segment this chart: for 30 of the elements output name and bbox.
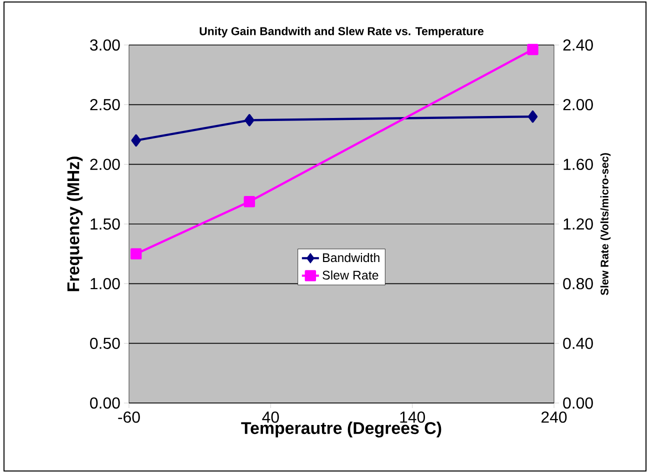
point [130,248,142,260]
x-tick-label: 240 [542,412,567,423]
point [244,114,254,126]
x-tick-label: 140 [400,412,425,423]
y2-tick-label: 0.40 [563,338,593,349]
x-tick-label: 40 [262,412,279,423]
point [528,110,538,123]
y2-tick-label: 0.80 [563,278,593,290]
y2-tick-label: 2.40 [563,39,593,51]
y-axis-title: Frequency (MHz) [66,156,83,292]
x-tick-label: -60 [118,412,140,423]
legend-label: Slew Rate [322,270,378,280]
y-tick-label: 1.50 [90,218,120,230]
y-tick-label: 2.00 [90,158,120,170]
chart-title: Unity Gain Bandwith and Slew Rate vs. Temperature [200,26,484,38]
legend-label: Bandwidth [323,252,380,262]
y2-axis-title: Slew Rate (Volts/micro-sec) [600,153,611,296]
y2-tick-label: 1.20 [564,218,593,230]
point [131,134,141,147]
y-tick-label: 0.50 [90,338,120,349]
y-tick-label: 0.00 [90,397,120,409]
y2-tick-label: 0.00 [563,397,593,409]
y2-tick-label: 2.00 [563,99,593,110]
y-tick-label: 1.00 [90,278,120,290]
point [527,44,538,56]
y-tick-label: 3.00 [90,39,120,51]
y2-tick-label: 1.60 [564,158,593,170]
point [244,196,256,208]
y-tick-label: 2.50 [90,99,120,110]
x-axis-title: Temperautre (Degrees C) [241,422,442,438]
